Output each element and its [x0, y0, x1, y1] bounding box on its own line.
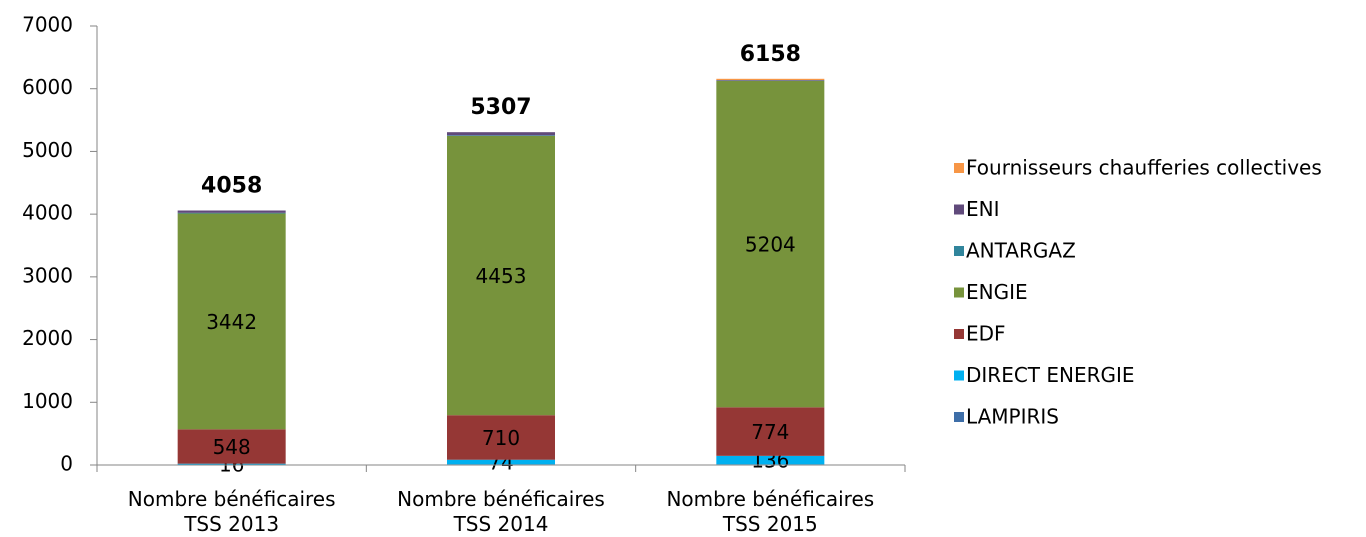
data-label: 5204	[745, 233, 796, 257]
legend-swatch	[954, 412, 964, 422]
bar-segment	[716, 80, 825, 81]
data-label: 774	[751, 420, 789, 444]
bar-segment	[716, 407, 825, 456]
data-label: 548	[213, 435, 251, 459]
legend-swatch	[954, 287, 964, 298]
bar-segment	[177, 210, 286, 213]
bar-segment	[447, 132, 555, 136]
x-tick-label: Nombre bénéficaires TSS 2014	[397, 487, 605, 536]
y-tick-label: 7000	[22, 13, 73, 37]
legend-label: ENGIE	[966, 280, 1028, 304]
bar-segment	[447, 415, 555, 460]
total-label: 6158	[740, 42, 801, 67]
y-tick-label: 3000	[22, 263, 73, 287]
y-tick-label: 1000	[22, 389, 73, 413]
y-tick-label: 4000	[22, 201, 73, 225]
legend-label: LAMPIRIS	[966, 405, 1059, 429]
bar-segment	[447, 135, 555, 416]
legend-label: DIRECT ENERGIE	[966, 363, 1135, 387]
bar-segment	[177, 463, 286, 465]
legend-swatch	[954, 204, 964, 215]
total-label: 4058	[201, 174, 262, 199]
bar-segment	[177, 213, 286, 430]
bar-segment	[177, 212, 286, 214]
bar-segment	[716, 455, 825, 465]
legend-swatch	[954, 246, 964, 256]
total-label: 5307	[470, 95, 531, 120]
bar-segment	[447, 459, 555, 465]
bar-segment	[716, 80, 825, 408]
y-tick-label: 6000	[22, 75, 73, 99]
bar-segment	[447, 135, 555, 136]
x-tick-label: Nombre bénéficaires TSS 2015	[666, 487, 875, 536]
bar-segment	[716, 78, 825, 81]
legend-label: EDF	[966, 322, 1006, 346]
y-tick-label: 0	[60, 452, 73, 476]
legend-swatch	[954, 329, 964, 339]
legend-label: ANTARGAZ	[966, 239, 1076, 263]
y-tick-label: 5000	[22, 138, 73, 162]
legend-label: Fournisseurs chaufferies collectives	[966, 156, 1322, 180]
legend-label: ENI	[966, 197, 1000, 221]
data-label: 4453	[476, 264, 527, 288]
data-label: 710	[482, 426, 520, 450]
x-tick-label: Nombre bénéficaires TSS 2013	[127, 487, 336, 536]
legend-swatch	[954, 163, 964, 173]
data-label: 3442	[206, 310, 257, 334]
y-tick-label: 2000	[22, 326, 73, 350]
bar-segment	[177, 429, 286, 464]
legend-swatch	[954, 370, 964, 381]
